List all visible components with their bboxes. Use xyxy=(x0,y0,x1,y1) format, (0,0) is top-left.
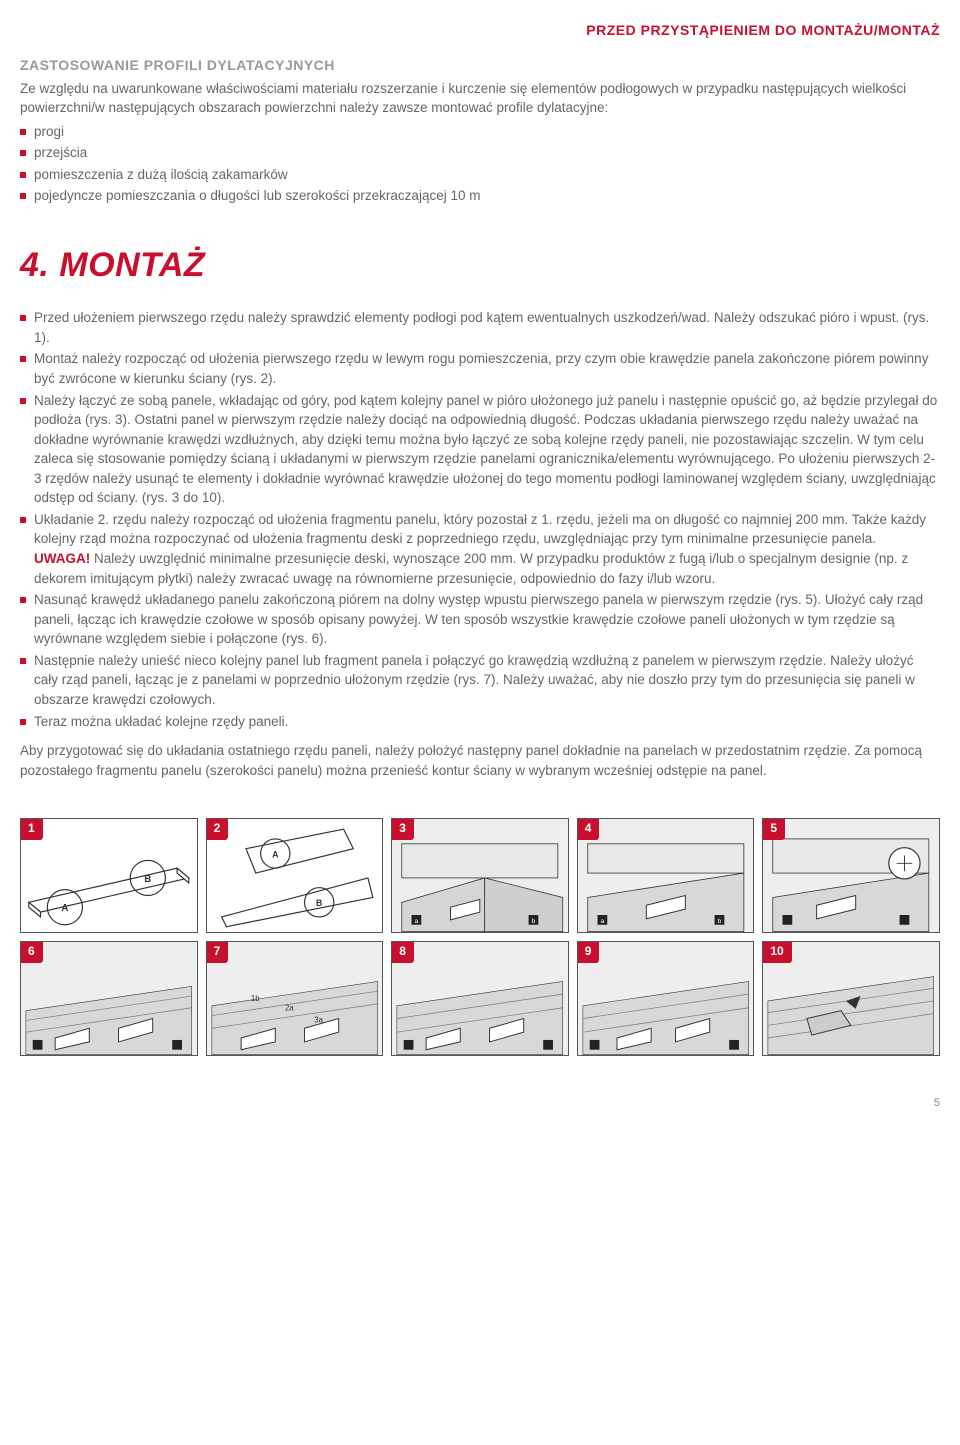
figure-5: 5 xyxy=(762,818,940,933)
figure-number: 9 xyxy=(577,941,600,962)
figure-number: 2 xyxy=(206,818,229,839)
svg-text:b: b xyxy=(532,918,536,925)
section-subtitle: ZASTOSOWANIE PROFILI DYLATACYJNYCH xyxy=(20,55,940,75)
figure-4: 4 a b xyxy=(577,818,755,933)
installation-steps-list: Przed ułożeniem pierwszego rzędu należy … xyxy=(20,308,940,731)
svg-text:a: a xyxy=(415,918,419,925)
warning-text: Należy uwzględnić minimalne przesunięcie… xyxy=(34,551,908,586)
list-item: Montaż należy rozpocząć od ułożenia pier… xyxy=(20,349,940,388)
svg-text:A: A xyxy=(61,903,68,914)
svg-text:a: a xyxy=(600,918,604,925)
svg-text:A: A xyxy=(272,850,279,860)
svg-text:2a: 2a xyxy=(285,1004,294,1013)
list-item: Przed ułożeniem pierwszego rzędu należy … xyxy=(20,308,940,347)
figure-number: 4 xyxy=(577,818,600,839)
svg-text:B: B xyxy=(316,898,322,908)
svg-text:B: B xyxy=(144,874,151,885)
list-item: przejścia xyxy=(20,143,940,163)
figure-2: 2 A B xyxy=(206,818,384,933)
figure-8: 8 xyxy=(391,941,569,1056)
list-item: pojedyncze pomieszczania o długości lub … xyxy=(20,186,940,206)
figure-3: 3 a b xyxy=(391,818,569,933)
list-item: Następnie należy unieść nieco kolejny pa… xyxy=(20,651,940,710)
figure-number: 1 xyxy=(20,818,43,839)
figure-10: 10 xyxy=(762,941,940,1056)
list-item: progi xyxy=(20,122,940,142)
figure-number: 10 xyxy=(762,941,791,962)
list-item: Układanie 2. rzędu należy rozpocząć od u… xyxy=(20,510,940,588)
figure-number: 8 xyxy=(391,941,414,962)
figure-number: 3 xyxy=(391,818,414,839)
list-item: pomieszczenia z dużą ilością zakamarków xyxy=(20,165,940,185)
svg-text:b: b xyxy=(717,918,721,925)
figure-1: 1 A B xyxy=(20,818,198,933)
figures-row-2: 6 7 1b 2a 3a 8 xyxy=(20,941,940,1056)
outro-text: Aby przygotować się do układania ostatni… xyxy=(20,741,940,780)
figure-number: 6 xyxy=(20,941,43,962)
figure-9: 9 xyxy=(577,941,755,1056)
warning-label: UWAGA! xyxy=(34,551,90,566)
list-item: Należy łączyć ze sobą panele, wkładając … xyxy=(20,391,940,508)
figure-number: 5 xyxy=(762,818,785,839)
page-number: 5 xyxy=(20,1096,940,1112)
section-heading: 4. MONTAŻ xyxy=(20,241,940,290)
list-item-text: Układanie 2. rzędu należy rozpocząć od u… xyxy=(34,512,926,547)
figure-number: 7 xyxy=(206,941,229,962)
list-item: Teraz można układać kolejne rzędy paneli… xyxy=(20,712,940,732)
figure-7: 7 1b 2a 3a xyxy=(206,941,384,1056)
figures-row-1: 1 A B 2 A B 3 xyxy=(20,818,940,933)
list-item: Nasunąć krawędź układanego panelu zakońc… xyxy=(20,590,940,649)
page-header: PRZED PRZYSTĄPIENIEM DO MONTAŻU/MONTAŻ xyxy=(20,20,940,40)
svg-text:1b: 1b xyxy=(250,994,259,1003)
expansion-profile-list: progi przejścia pomieszczenia z dużą ilo… xyxy=(20,122,940,206)
section-intro: Ze względu na uwarunkowane właściwościam… xyxy=(20,79,940,118)
figure-6: 6 xyxy=(20,941,198,1056)
